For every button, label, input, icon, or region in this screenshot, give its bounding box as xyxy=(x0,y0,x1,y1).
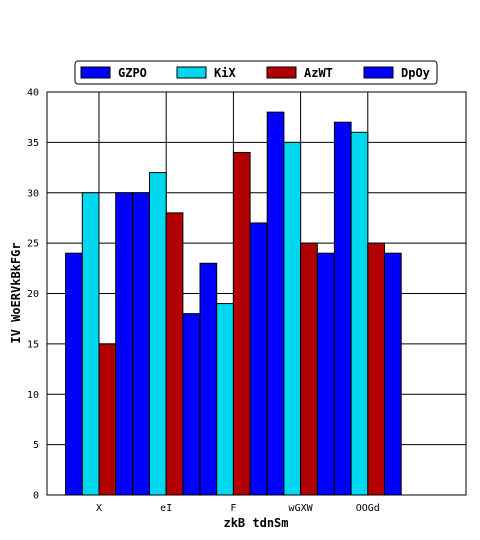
bar-DpOy-OOGd xyxy=(384,252,402,496)
bar-KiX-eI xyxy=(149,172,167,496)
bar-AzWT-eI xyxy=(165,212,184,496)
x-tick-label: OOGd xyxy=(356,503,380,514)
x-axis-label: zkB tdnSm xyxy=(223,516,288,530)
bar-KiX-OOGd xyxy=(350,131,369,496)
bar-AzWT-OOGd xyxy=(367,242,385,496)
x-tick-label: eI xyxy=(160,503,172,514)
legend: GZPO KiX AzWT DpOy xyxy=(74,60,438,85)
legend-label: DpOy xyxy=(401,66,430,80)
y-tick-label: 10 xyxy=(27,390,39,401)
legend-swatch xyxy=(363,66,394,79)
y-tick-label: 35 xyxy=(27,138,39,149)
y-tick-label: 30 xyxy=(27,188,39,199)
legend-label: GZPO xyxy=(118,66,147,80)
y-tick-label: 15 xyxy=(27,339,39,350)
plot-frame xyxy=(46,91,467,496)
y-tick-label: 5 xyxy=(33,440,39,451)
y-tick-label: 20 xyxy=(27,289,39,300)
bar-DpOy-eI xyxy=(182,313,201,496)
bar-AzWT-X xyxy=(98,343,117,496)
bar-GZPO-X xyxy=(65,252,83,496)
y-axis-label: IV WoERVkBkFGr xyxy=(9,242,23,343)
y-tick-label: 25 xyxy=(27,239,39,250)
y-tick-label: 0 xyxy=(33,491,39,502)
bar-GZPO-wGXW xyxy=(266,111,285,496)
bar-DpOy-X xyxy=(115,192,133,496)
legend-swatch xyxy=(176,66,207,79)
x-tick-label: wGXW xyxy=(289,503,314,514)
bar-AzWT-F xyxy=(232,151,251,496)
y-tick-label: 40 xyxy=(27,88,39,99)
legend-label: AzWT xyxy=(304,66,333,80)
bar-GZPO-F xyxy=(199,262,218,496)
x-tick-label: X xyxy=(96,503,102,514)
bar-GZPO-OOGd xyxy=(333,121,352,496)
legend-swatch xyxy=(266,66,297,79)
legend-label: KiX xyxy=(214,66,236,80)
bar-KiX-F xyxy=(216,303,234,496)
x-tick-label: F xyxy=(230,503,236,514)
legend-swatch xyxy=(80,66,111,79)
bar-KiX-X xyxy=(81,192,100,496)
bars xyxy=(65,111,402,496)
bar-AzWT-wGXW xyxy=(300,242,318,496)
bar-KiX-wGXW xyxy=(283,141,302,496)
y-tick-labels: 0 5 10 15 20 25 30 35 40 xyxy=(27,88,39,502)
legend-frame xyxy=(74,60,438,85)
bar-DpOy-wGXW xyxy=(316,252,335,496)
bar-DpOy-F xyxy=(249,222,268,496)
bar-GZPO-eI xyxy=(132,192,151,496)
